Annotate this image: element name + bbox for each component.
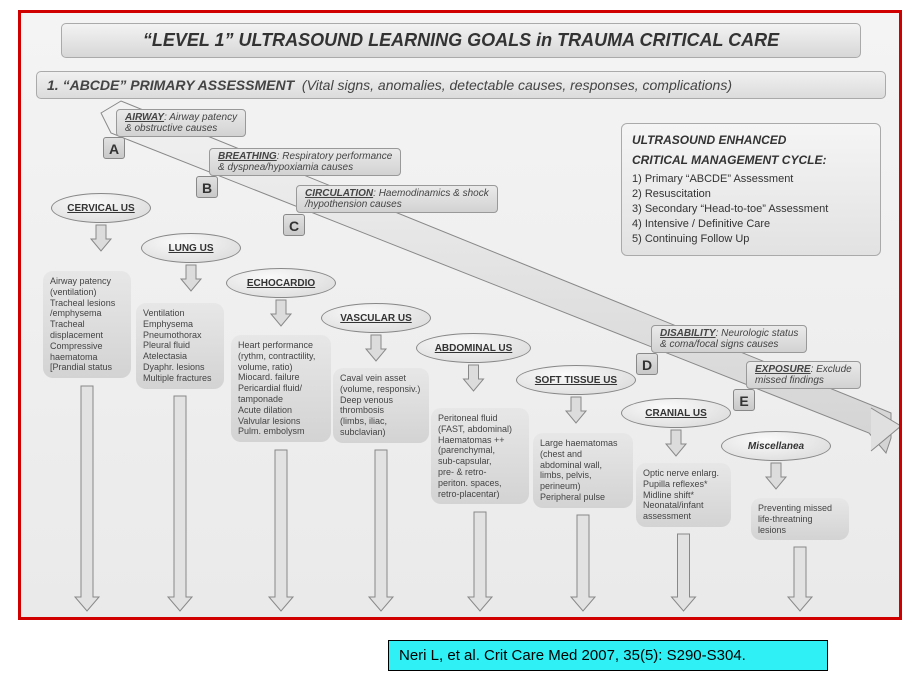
mgmt-cycle-box: ULTRASOUND ENHANCED CRITICAL MANAGEMENT … xyxy=(621,123,881,256)
findings-box: Caval vein asset (volume, responsiv.) De… xyxy=(333,368,429,443)
mgmt-item: 3) Secondary “Head-to-toe” Assessment xyxy=(632,202,870,217)
findings-box: Preventing missed life-threatning lesion… xyxy=(751,498,849,540)
section-bar: 1. “ABCDE” PRIMARY ASSESSMENT (Vital sig… xyxy=(36,71,886,99)
modality-ellipse: ABDOMINAL US xyxy=(416,333,531,363)
modality-ellipse: CERVICAL US xyxy=(51,193,151,223)
abcde-label-c: CIRCULATION: Haemodinamics & shock/hypot… xyxy=(296,185,498,213)
mgmt-item: 5) Continuing Follow Up xyxy=(632,232,870,247)
mgmt-item: 2) Resuscitation xyxy=(632,187,870,202)
modality-ellipse: VASCULAR US xyxy=(321,303,431,333)
findings-box: Peritoneal fluid (FAST, abdominal) Haema… xyxy=(431,408,529,504)
diagram-frame: “LEVEL 1” ULTRASOUND LEARNING GOALS in T… xyxy=(18,10,902,620)
modality-ellipse: Miscellanea xyxy=(721,431,831,461)
findings-box: Large haematomas (chest and abdominal wa… xyxy=(533,433,633,508)
section-paren: (Vital signs, anomalies, detectable caus… xyxy=(302,77,732,93)
mgmt-item: 4) Intensive / Definitive Care xyxy=(632,217,870,232)
abcde-letter-b: B xyxy=(196,176,218,198)
mgmt-hdr2: CRITICAL MANAGEMENT CYCLE: xyxy=(632,152,870,168)
abcde-letter-a: A xyxy=(103,137,125,159)
title-banner: “LEVEL 1” ULTRASOUND LEARNING GOALS in T… xyxy=(61,23,861,58)
abcde-letter-e: E xyxy=(733,389,755,411)
abcde-label-e: EXPOSURE: Excludemissed findings xyxy=(746,361,861,389)
mgmt-hdr1: ULTRASOUND ENHANCED xyxy=(632,132,870,148)
mgmt-item: 1) Primary “ABCDE” Assessment xyxy=(632,172,870,187)
modality-ellipse: LUNG US xyxy=(141,233,241,263)
modality-ellipse: CRANIAL US xyxy=(621,398,731,428)
findings-box: Optic nerve enlarg. Pupilla reflexes* Mi… xyxy=(636,463,731,527)
findings-box: Heart performance (rythm, contractility,… xyxy=(231,335,331,442)
abcde-label-b: BREATHING: Respiratory performance& dysp… xyxy=(209,148,401,176)
abcde-label-a: AIRWAY: Airway patency& obstructive caus… xyxy=(116,109,246,137)
section-num: 1. xyxy=(47,77,59,93)
findings-box: Airway patency (ventilation) Tracheal le… xyxy=(43,271,131,378)
section-name: “ABCDE” PRIMARY ASSESSMENT xyxy=(63,77,295,93)
abcde-letter-c: C xyxy=(283,214,305,236)
citation-box: Neri L, et al. Crit Care Med 2007, 35(5)… xyxy=(388,640,828,671)
abcde-letter-d: D xyxy=(636,353,658,375)
modality-ellipse: ECHOCARDIO xyxy=(226,268,336,298)
abcde-label-d: DISABILITY: Neurologic status& coma/foca… xyxy=(651,325,807,353)
modality-ellipse: SOFT TISSUE US xyxy=(516,365,636,395)
findings-box: Ventilation Emphysema Pneumothorax Pleur… xyxy=(136,303,224,389)
